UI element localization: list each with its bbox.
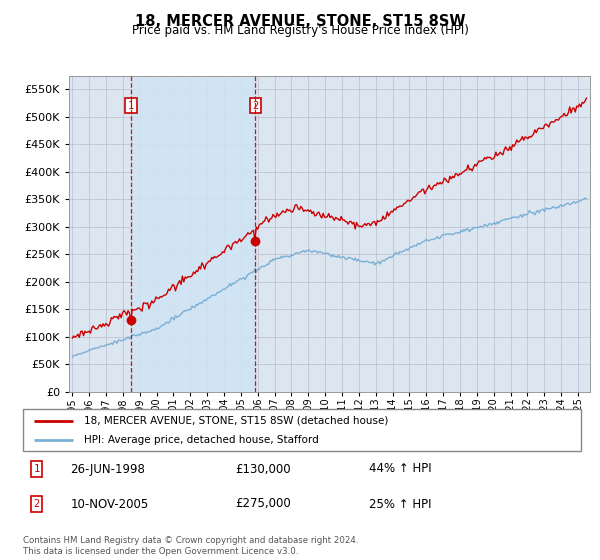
Text: £275,000: £275,000	[235, 497, 290, 511]
Text: 26-JUN-1998: 26-JUN-1998	[70, 463, 145, 475]
Text: 44% ↑ HPI: 44% ↑ HPI	[369, 463, 431, 475]
Text: 2: 2	[34, 499, 40, 509]
Text: 1: 1	[34, 464, 40, 474]
FancyBboxPatch shape	[23, 409, 581, 451]
Bar	[131, 76, 256, 392]
Text: 2: 2	[252, 101, 259, 111]
Text: 1: 1	[128, 101, 134, 111]
Text: £130,000: £130,000	[235, 463, 290, 475]
Text: 10-NOV-2005: 10-NOV-2005	[70, 497, 148, 511]
Text: Contains HM Land Registry data © Crown copyright and database right 2024.
This d: Contains HM Land Registry data © Crown c…	[23, 536, 358, 556]
Text: 18, MERCER AVENUE, STONE, ST15 8SW (detached house): 18, MERCER AVENUE, STONE, ST15 8SW (deta…	[84, 416, 389, 426]
Text: 25% ↑ HPI: 25% ↑ HPI	[369, 497, 431, 511]
Text: 18, MERCER AVENUE, STONE, ST15 8SW: 18, MERCER AVENUE, STONE, ST15 8SW	[135, 14, 465, 29]
Text: HPI: Average price, detached house, Stafford: HPI: Average price, detached house, Staf…	[84, 435, 319, 445]
Text: Price paid vs. HM Land Registry's House Price Index (HPI): Price paid vs. HM Land Registry's House …	[131, 24, 469, 37]
